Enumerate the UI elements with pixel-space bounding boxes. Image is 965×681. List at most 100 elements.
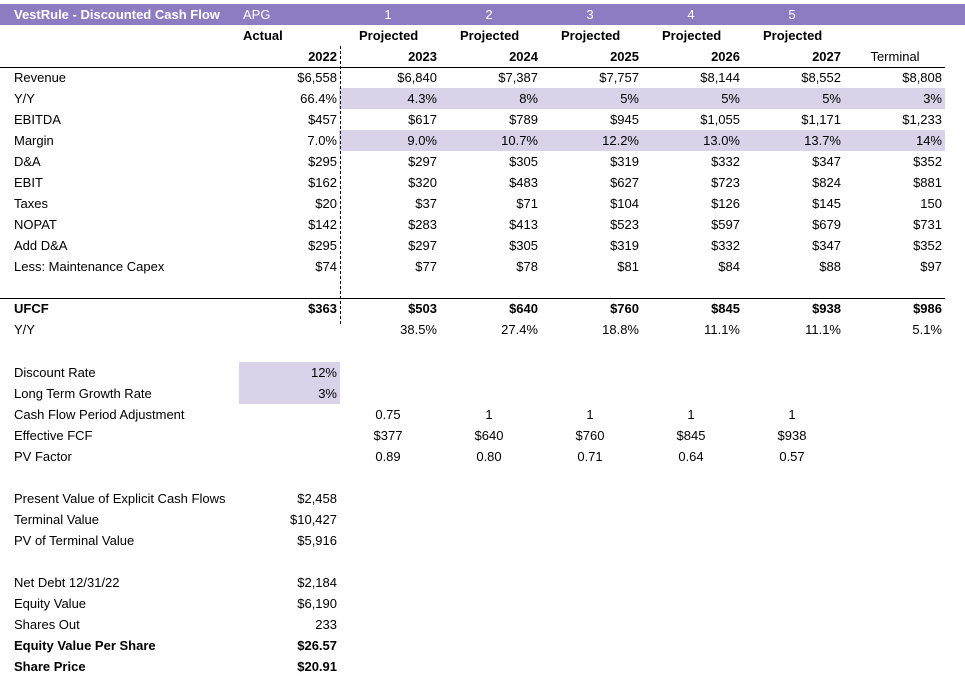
cell-ebitda-actual[interactable]: $457: [308, 112, 337, 127]
cell-ufcf-yy-3[interactable]: 18.8%: [602, 322, 639, 337]
row-label-margin[interactable]: Margin: [14, 133, 54, 148]
cell-nopat-1[interactable]: $283: [408, 217, 437, 232]
period-number-5[interactable]: 5: [788, 7, 796, 22]
projected-label-4[interactable]: Projected: [662, 28, 722, 43]
label-equity-value-per-share[interactable]: Equity Value Per Share: [14, 638, 156, 653]
cell-add-d-a-5[interactable]: $347: [812, 238, 841, 253]
cell-y-y-4[interactable]: 5%: [721, 91, 740, 106]
cell-effective-fcf-5[interactable]: $938: [777, 428, 807, 443]
cell-y-y-3[interactable]: 5%: [620, 91, 639, 106]
year-projected-3[interactable]: 2025: [610, 49, 639, 64]
cell-less-maintenance-capex-4[interactable]: $84: [718, 259, 740, 274]
value-pv-of-terminal-value[interactable]: $5,916: [297, 533, 337, 548]
period-number-3[interactable]: 3: [586, 7, 594, 22]
cell-d-a-4[interactable]: $332: [711, 154, 740, 169]
period-number-1[interactable]: 1: [384, 7, 392, 22]
label-pv-of-terminal-value[interactable]: PV of Terminal Value: [14, 533, 135, 548]
value-equity-value[interactable]: $6,190: [297, 596, 337, 611]
cell-taxes-5[interactable]: $145: [812, 196, 841, 211]
row-label-revenue[interactable]: Revenue: [14, 70, 67, 85]
actual-label[interactable]: Actual: [243, 28, 283, 43]
cell-ebitda-1[interactable]: $617: [408, 112, 437, 127]
cell-ebit-1[interactable]: $320: [408, 175, 437, 190]
cell-ufcf-5[interactable]: $938: [812, 301, 841, 316]
cell-y-y-terminal[interactable]: 3%: [923, 91, 942, 106]
cell-taxes-terminal[interactable]: 150: [920, 196, 942, 211]
cell-revenue-5[interactable]: $8,552: [801, 70, 841, 85]
cell-taxes-2[interactable]: $71: [516, 196, 538, 211]
label-shares-out[interactable]: Shares Out: [14, 617, 80, 632]
cell-less-maintenance-capex-5[interactable]: $88: [819, 259, 841, 274]
cell-d-a-1[interactable]: $297: [408, 154, 437, 169]
cell-ufcf-yy-4[interactable]: 11.1%: [704, 322, 740, 337]
cell-ebit-4[interactable]: $723: [711, 175, 740, 190]
value-share-price[interactable]: $20.91: [297, 659, 337, 674]
cell-d-a-terminal[interactable]: $352: [913, 154, 942, 169]
year-actual[interactable]: 2022: [308, 49, 337, 64]
cell-less-maintenance-capex-3[interactable]: $81: [617, 259, 639, 274]
cell-pv-factor-2[interactable]: 0.80: [476, 449, 502, 464]
cell-ufcf-2[interactable]: $640: [509, 301, 538, 316]
row-label-ufcf[interactable]: UFCF: [14, 301, 49, 316]
cell-cash-flow-period-adjustment-4[interactable]: 1: [687, 407, 695, 422]
label-discount-rate[interactable]: Discount Rate: [14, 365, 96, 380]
cell-cash-flow-period-adjustment-3[interactable]: 1: [586, 407, 594, 422]
projected-label-1[interactable]: Projected: [359, 28, 419, 43]
period-number-2[interactable]: 2: [485, 7, 493, 22]
value-terminal-value[interactable]: $10,427: [290, 512, 337, 527]
cell-y-y-actual[interactable]: 66.4%: [300, 91, 337, 106]
cell-d-a-actual[interactable]: $295: [308, 154, 337, 169]
cell-revenue-1[interactable]: $6,840: [397, 70, 437, 85]
label-net-debt-12-31-22[interactable]: Net Debt 12/31/22: [14, 575, 120, 590]
label-present-value-of-explicit-cash-flows[interactable]: Present Value of Explicit Cash Flows: [14, 491, 226, 506]
cell-taxes-actual[interactable]: $20: [315, 196, 337, 211]
cell-add-d-a-3[interactable]: $319: [610, 238, 639, 253]
year-projected-4[interactable]: 2026: [711, 49, 740, 64]
cell-ufcf-yy-terminal[interactable]: 5.1%: [912, 322, 942, 337]
cell-nopat-2[interactable]: $413: [509, 217, 538, 232]
value-net-debt-12-31-22[interactable]: $2,184: [297, 575, 337, 590]
value-shares-out[interactable]: 233: [315, 617, 337, 632]
cell-d-a-5[interactable]: $347: [812, 154, 841, 169]
cell-cash-flow-period-adjustment-1[interactable]: 0.75: [375, 407, 401, 422]
cell-margin-actual[interactable]: 7.0%: [307, 133, 337, 148]
cell-nopat-actual[interactable]: $142: [308, 217, 337, 232]
cell-add-d-a-1[interactable]: $297: [408, 238, 437, 253]
value-present-value-of-explicit-cash-flows[interactable]: $2,458: [297, 491, 337, 506]
cell-less-maintenance-capex-actual[interactable]: $74: [315, 259, 337, 274]
row-label-ufcf-yy[interactable]: Y/Y: [14, 322, 35, 337]
cell-ufcf-4[interactable]: $845: [711, 301, 740, 316]
label-share-price[interactable]: Share Price: [14, 659, 86, 674]
row-label-nopat[interactable]: NOPAT: [14, 217, 57, 232]
cell-revenue-actual[interactable]: $6,558: [297, 70, 337, 85]
cell-margin-3[interactable]: 12.2%: [602, 133, 639, 148]
cell-effective-fcf-3[interactable]: $760: [575, 428, 605, 443]
cell-revenue-4[interactable]: $8,144: [700, 70, 740, 85]
cell-y-y-1[interactable]: 4.3%: [407, 91, 437, 106]
cell-effective-fcf-2[interactable]: $640: [474, 428, 504, 443]
cell-add-d-a-4[interactable]: $332: [711, 238, 740, 253]
label-terminal-value[interactable]: Terminal Value: [14, 512, 100, 527]
cell-less-maintenance-capex-1[interactable]: $77: [415, 259, 437, 274]
cell-ebitda-terminal[interactable]: $1,233: [902, 112, 942, 127]
cell-pv-factor-5[interactable]: 0.57: [779, 449, 805, 464]
cell-ebit-3[interactable]: $627: [610, 175, 639, 190]
row-label-taxes[interactable]: Taxes: [14, 196, 48, 211]
cell-nopat-terminal[interactable]: $731: [913, 217, 942, 232]
input-long-term-growth-rate[interactable]: 3%: [318, 386, 337, 401]
cell-ebit-actual[interactable]: $162: [308, 175, 337, 190]
cell-margin-terminal[interactable]: 14%: [915, 133, 942, 148]
cell-d-a-3[interactable]: $319: [610, 154, 639, 169]
year-projected-2[interactable]: 2024: [509, 49, 538, 64]
cell-ebit-terminal[interactable]: $881: [913, 175, 942, 190]
cell-y-y-5[interactable]: 5%: [822, 91, 841, 106]
cell-pv-factor-1[interactable]: 0.89: [375, 449, 401, 464]
row-label-pv-factor[interactable]: PV Factor: [14, 449, 72, 464]
cell-ebitda-4[interactable]: $1,055: [700, 112, 740, 127]
cell-margin-4[interactable]: 13.0%: [703, 133, 740, 148]
row-label-cash-flow-period-adjustment[interactable]: Cash Flow Period Adjustment: [14, 407, 185, 422]
cell-margin-5[interactable]: 13.7%: [804, 133, 841, 148]
cell-d-a-2[interactable]: $305: [509, 154, 538, 169]
cell-nopat-3[interactable]: $523: [610, 217, 639, 232]
cell-revenue-3[interactable]: $7,757: [599, 70, 639, 85]
